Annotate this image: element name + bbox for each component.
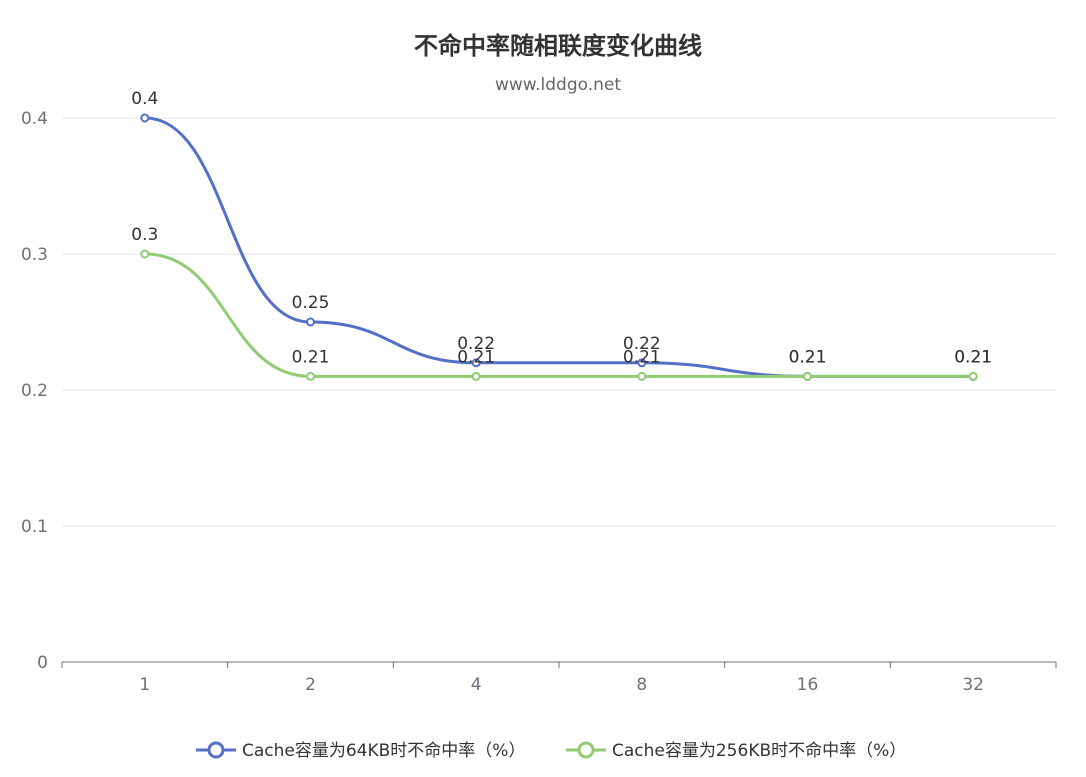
series-line [144, 252, 974, 378]
x-tick-label: 1 [139, 675, 150, 695]
data-label: 0.22 [623, 334, 661, 354]
data-label: 0.21 [457, 347, 495, 367]
x-tick-label: 2 [305, 675, 316, 695]
data-label: 0.21 [292, 347, 330, 367]
data-label: 0.21 [954, 347, 992, 367]
data-point[interactable] [968, 371, 978, 381]
data-point[interactable] [803, 371, 812, 381]
legend-marker-icon [577, 741, 595, 759]
y-tick-label: 0 [37, 653, 48, 673]
y-axis: 0 0.1 0.2 0.3 0.4 [21, 109, 48, 673]
data-label: 0.21 [954, 347, 992, 367]
legend[interactable]: Cache容量为64KB时不命中率（%） Cache容量为256KB时不命中率（%… [196, 741, 906, 761]
y-tick-label: 0.3 [21, 245, 48, 265]
data-point[interactable] [471, 358, 481, 368]
y-tick-label: 0.4 [21, 109, 48, 129]
data-point[interactable] [140, 113, 150, 123]
legend-label: Cache容量为256KB时不命中率（%） [612, 741, 906, 761]
data-label: 0.21 [789, 347, 827, 367]
x-tick-label: 4 [471, 675, 482, 695]
data-point[interactable] [637, 371, 647, 381]
data-point[interactable] [306, 317, 315, 327]
series-2: 0.3 0.21 0.21 0.21 0.21 0.21 [131, 225, 992, 381]
data-label: 0.22 [457, 334, 495, 354]
y-tick-label: 0.1 [21, 517, 48, 537]
legend-marker-icon [207, 741, 225, 759]
x-tick-label: 32 [962, 675, 984, 695]
legend-item-2[interactable]: Cache容量为256KB时不命中率（%） [566, 741, 906, 761]
data-label: 0.21 [789, 347, 827, 367]
data-label: 0.21 [623, 347, 661, 367]
data-label: 0.25 [292, 293, 330, 313]
series-line [144, 116, 974, 378]
series-1: 0.40.250.22 0.220.21 0.21 [131, 89, 992, 381]
x-tick-label: 8 [636, 675, 647, 695]
data-label: 0.4 [131, 89, 158, 109]
data-point[interactable] [471, 371, 481, 381]
legend-label: Cache容量为64KB时不命中率（%） [242, 741, 525, 761]
x-tick-label: 16 [797, 675, 819, 695]
grid-lines [62, 117, 1056, 527]
chart-title: 不命中率随相联度变化曲线 [414, 32, 702, 60]
data-point[interactable] [637, 358, 647, 368]
legend-item-1[interactable]: Cache容量为64KB时不命中率（%） [196, 741, 525, 761]
y-tick-label: 0.2 [21, 381, 48, 401]
x-axis: 1 2 4 8 16 32 [61, 661, 1057, 695]
data-point[interactable] [306, 371, 315, 381]
data-point[interactable] [140, 249, 150, 259]
series-group: 0.40.250.22 0.220.21 0.210.30.21 0.21 0.21 0.… [131, 89, 992, 381]
data-label: 0.3 [131, 225, 158, 245]
chart-subtitle: www.lddgo.net [495, 75, 621, 95]
